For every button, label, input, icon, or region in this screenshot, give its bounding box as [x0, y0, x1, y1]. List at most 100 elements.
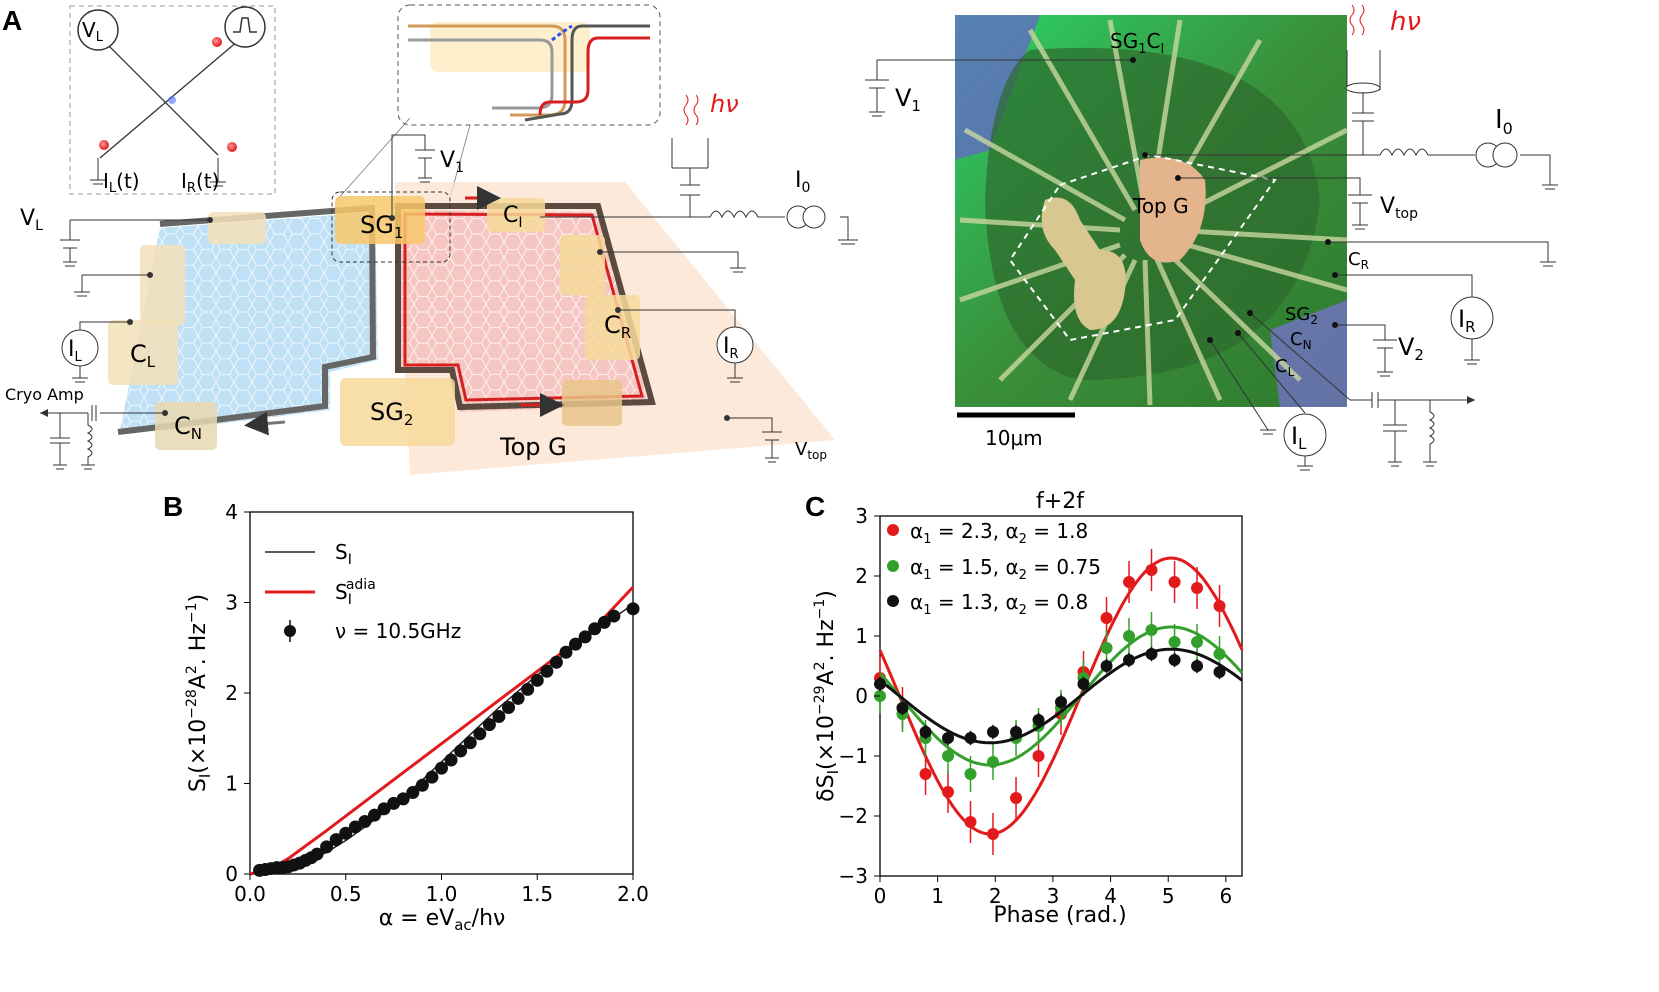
data-point: [1123, 630, 1136, 642]
ground-icon: [1297, 456, 1313, 471]
chart-b-legend: SI SIadia ν = 10.5GHz: [265, 540, 461, 643]
y-tick-label: 4: [225, 500, 238, 524]
label-cl: CL: [130, 340, 156, 371]
label-i0: I0: [795, 168, 810, 196]
zoom-leader-1: [336, 117, 411, 201]
inset-frame: [69, 5, 276, 195]
data-point: [367, 808, 381, 822]
node-dot: [1325, 239, 1331, 245]
contact-cr: [585, 295, 640, 360]
data-point: [1100, 642, 1113, 654]
legend-label-red: α1 = 2.3, α2 = 1.8: [910, 519, 1088, 547]
chart-c-y-label: δSI(×10−29A2. Hz−1): [812, 590, 842, 802]
inset-particle-1: [212, 37, 222, 47]
legend-marker-red: [887, 524, 899, 536]
data-point: [521, 682, 535, 696]
zoom-region: [331, 191, 451, 263]
x-tick-label: 5: [1162, 884, 1175, 908]
coax-icon: [671, 138, 709, 169]
x-tick-label: 0.5: [330, 882, 362, 906]
data-point: [942, 750, 955, 762]
x-tick-label: 1: [931, 884, 944, 908]
data-point: [1032, 750, 1045, 762]
fit-curve: [879, 647, 1243, 745]
panel-letter-c: C: [805, 491, 825, 522]
node-dot: [207, 217, 213, 223]
contact-sg1: [335, 196, 425, 244]
legend-marker-green: [887, 560, 899, 572]
node-dot: [147, 272, 153, 278]
inset-pulse-source: [224, 6, 266, 48]
inset-line-1: [97, 34, 219, 156]
chart-b-frame: [249, 511, 634, 875]
y-tick-label: 3: [855, 504, 868, 528]
data-point: [540, 664, 554, 678]
node-dot: [1332, 322, 1338, 328]
label-v1-right: V1: [895, 84, 921, 115]
data-point: [1191, 660, 1204, 672]
label-cr-right: CR: [1348, 249, 1369, 272]
inset-particle-2: [99, 140, 109, 150]
scale-label: 10μm: [985, 426, 1043, 450]
label-top-g-right: Top G: [1132, 194, 1189, 218]
data-point: [1010, 726, 1023, 738]
y-tick-label: −1: [839, 744, 868, 768]
data-point: [964, 816, 977, 828]
zoom-path-grey: [408, 38, 554, 110]
electrode: [1169, 237, 1348, 293]
x-tick-label: 6: [1219, 884, 1232, 908]
data-point: [1168, 576, 1181, 588]
data-point: [942, 732, 955, 744]
x-tick-label: 2: [989, 884, 1002, 908]
ground-icon: [90, 158, 106, 185]
data-point: [569, 637, 583, 651]
micrograph-electrodes: [959, 19, 1349, 406]
node-dot: [1332, 272, 1338, 278]
y-tick-label: 1: [225, 772, 238, 796]
inductor-icon: [690, 210, 858, 245]
data-point: [896, 702, 909, 714]
data-point: [919, 726, 932, 738]
contact-sg2: [340, 378, 455, 446]
data-point: [1032, 714, 1045, 726]
current-source-icon: [802, 205, 826, 229]
node-dot: [597, 249, 603, 255]
label-vl: VL: [20, 206, 43, 234]
sample-device: [108, 182, 835, 475]
y-tick-label: 0: [855, 684, 868, 708]
ground-icon: [727, 363, 743, 383]
wire-ir-right: [1335, 274, 1473, 297]
data-point: [1077, 678, 1090, 690]
panel-letter-a: A: [2, 5, 22, 36]
label-hv-left: hν: [710, 90, 739, 118]
data-point: [1055, 696, 1067, 708]
label-ci: CI: [503, 203, 523, 231]
inset-voltage-source: [77, 9, 119, 51]
contact-ci: [487, 198, 545, 232]
shunt-inductor-icon: [81, 413, 95, 470]
data-point: [1213, 600, 1226, 612]
y-tick-label: 2: [225, 681, 238, 705]
data-point: [482, 718, 496, 732]
label-ir-right: IR: [1458, 305, 1476, 336]
label-v2: V2: [1398, 333, 1424, 364]
data-point: [1145, 564, 1158, 576]
data-point: [415, 778, 429, 792]
inset-vl-label: VL: [82, 18, 104, 45]
x-tick-label: 3: [1047, 884, 1060, 908]
red-edge-channel-dark: [395, 203, 656, 411]
label-v1: V1: [440, 148, 464, 176]
node-dot: [724, 415, 730, 421]
x-tick-label: 0: [874, 884, 887, 908]
wire-il: [79, 321, 130, 330]
data-point: [1010, 792, 1023, 804]
shunt-capacitor-icon: [1383, 400, 1407, 467]
chart-c-legend: α1 = 2.3, α2 = 1.8 α1 = 1.5, α2 = 0.75 α…: [887, 519, 1101, 618]
electrode: [1142, 259, 1153, 406]
chart-b-plot-area: [249, 586, 640, 877]
y-tick-label: 1: [855, 624, 868, 648]
zoom-contact: [430, 22, 590, 72]
top-gate-pad: [1140, 157, 1206, 263]
circuit-right: SG1CI V1 hν I0 Top G Vtop CR IR: [865, 4, 1558, 471]
data-point: [986, 756, 999, 768]
